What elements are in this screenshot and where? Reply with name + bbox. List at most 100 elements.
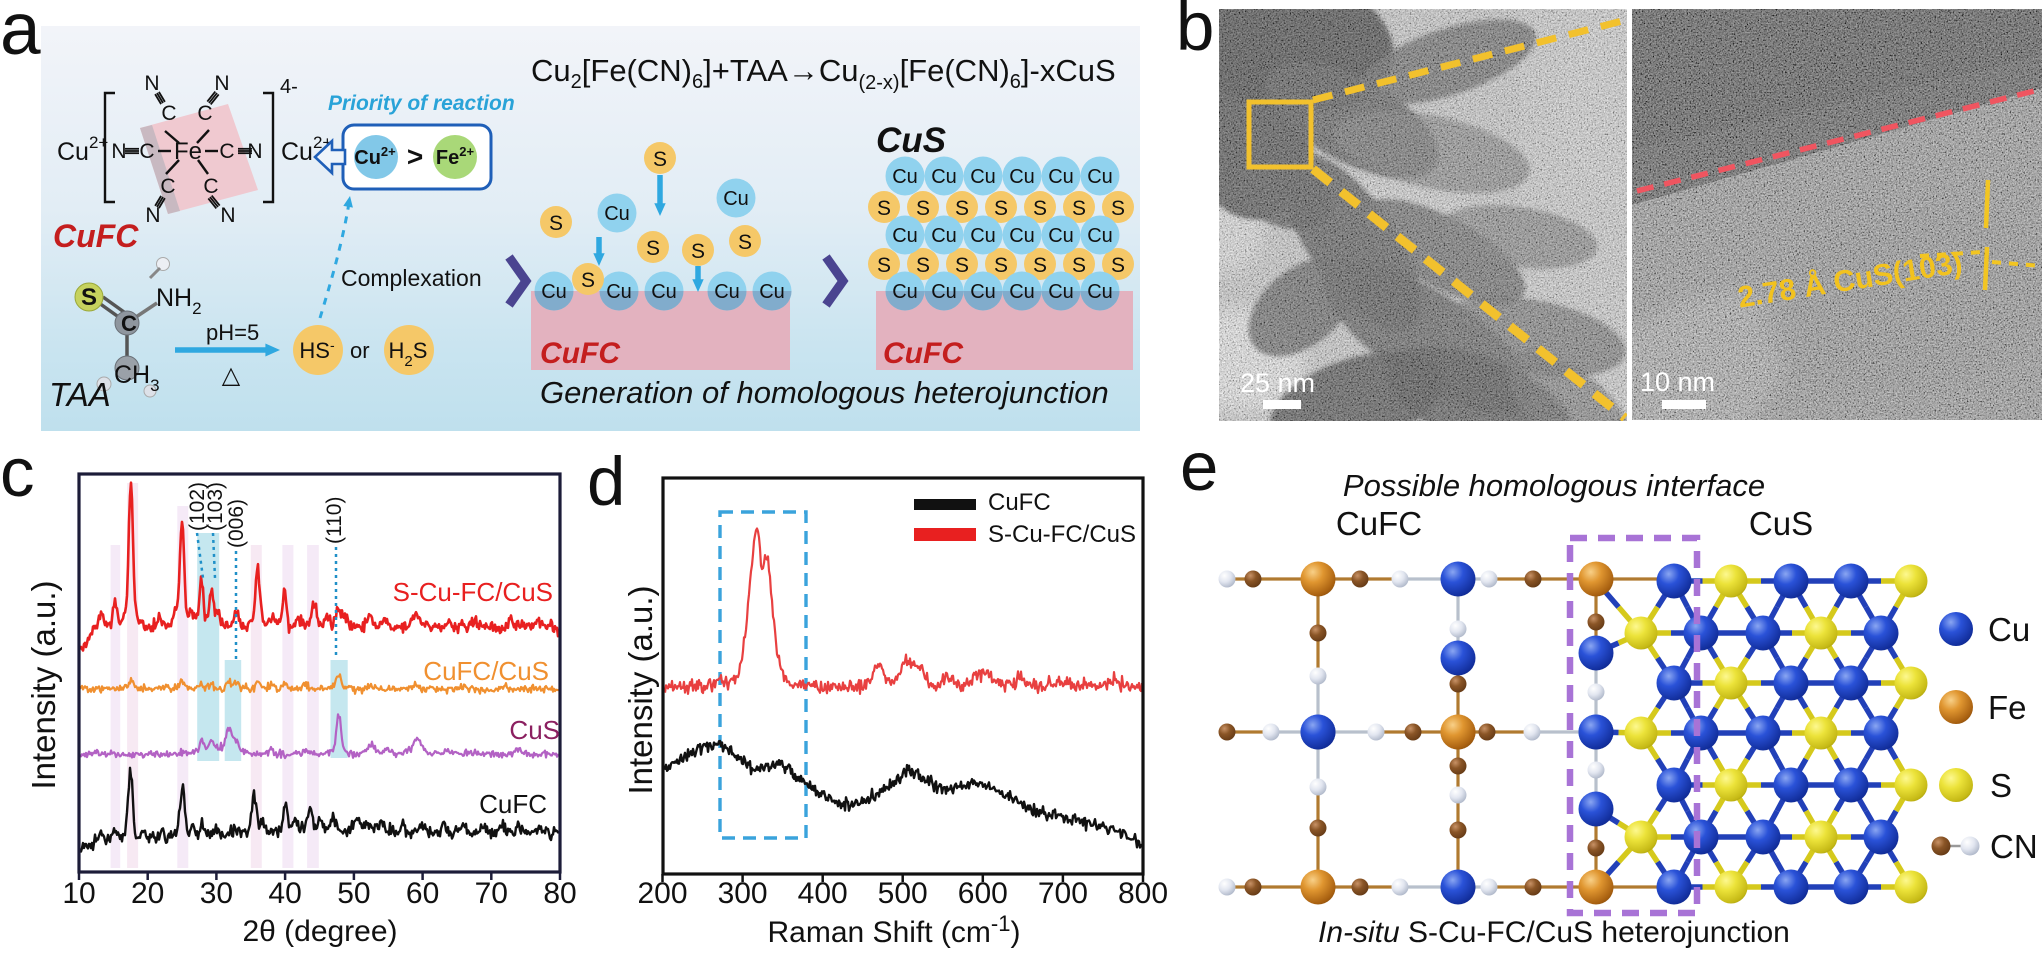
svg-text:(102): (102) bbox=[186, 482, 209, 531]
svg-text:Possible homologous interface: Possible homologous interface bbox=[1343, 468, 1765, 503]
svg-text:Priority of reaction: Priority of reaction bbox=[328, 92, 515, 115]
svg-text:Cu: Cu bbox=[970, 281, 996, 303]
svg-text:Cu: Cu bbox=[604, 203, 630, 225]
svg-text:CuFC: CuFC bbox=[1336, 505, 1422, 542]
svg-text:S: S bbox=[738, 231, 752, 254]
svg-text:Cu: Cu bbox=[931, 281, 957, 303]
svg-text:CuS: CuS bbox=[876, 121, 946, 160]
svg-text:Cu: Cu bbox=[606, 281, 632, 303]
svg-text:CuFC: CuFC bbox=[479, 789, 547, 819]
svg-text:60: 60 bbox=[406, 877, 439, 910]
svg-text:C: C bbox=[121, 311, 137, 336]
svg-text:(006): (006) bbox=[225, 499, 248, 548]
svg-text:(103): (103) bbox=[204, 482, 227, 531]
svg-text:Cu: Cu bbox=[892, 281, 918, 303]
svg-text:S: S bbox=[877, 197, 891, 220]
svg-text:CuFC: CuFC bbox=[883, 337, 964, 370]
svg-text:Cu: Cu bbox=[892, 166, 918, 188]
svg-text:N: N bbox=[111, 140, 126, 163]
svg-text:80: 80 bbox=[543, 877, 576, 910]
svg-text:Cu: Cu bbox=[723, 188, 749, 210]
svg-text:S: S bbox=[1033, 197, 1047, 220]
svg-text:Cu: Cu bbox=[1087, 166, 1113, 188]
svg-text:CuFC: CuFC bbox=[53, 218, 139, 254]
svg-text:400: 400 bbox=[798, 877, 848, 910]
svg-text:Raman Shift (cm-1): Raman Shift (cm-1) bbox=[768, 911, 1021, 949]
svg-text:10: 10 bbox=[62, 877, 95, 910]
svg-text:Cu: Cu bbox=[970, 166, 996, 188]
svg-text:Generation of homologous heter: Generation of homologous heterojunction bbox=[540, 375, 1109, 410]
svg-text:25 nm: 25 nm bbox=[1240, 368, 1315, 398]
svg-text:S: S bbox=[653, 148, 667, 171]
svg-text:Cu: Cu bbox=[892, 225, 918, 247]
svg-text:N: N bbox=[145, 204, 160, 227]
svg-text:10 nm: 10 nm bbox=[1640, 367, 1715, 397]
svg-text:200: 200 bbox=[637, 877, 687, 910]
svg-text:C: C bbox=[203, 175, 218, 198]
svg-text:300: 300 bbox=[718, 877, 768, 910]
svg-text:Cu: Cu bbox=[931, 166, 957, 188]
svg-text:50: 50 bbox=[337, 877, 370, 910]
svg-text:Cu: Cu bbox=[1087, 281, 1113, 303]
svg-text:Cu: Cu bbox=[1009, 281, 1035, 303]
svg-text:S: S bbox=[916, 254, 930, 277]
svg-text:C: C bbox=[197, 102, 212, 125]
svg-text:Cu: Cu bbox=[651, 281, 677, 303]
svg-text:CuFC: CuFC bbox=[540, 337, 621, 370]
svg-text:S: S bbox=[581, 269, 595, 292]
svg-text:Fe: Fe bbox=[1988, 689, 2027, 726]
svg-text:600: 600 bbox=[958, 877, 1008, 910]
svg-text:CuS: CuS bbox=[1749, 505, 1813, 542]
svg-text:Complexation: Complexation bbox=[341, 265, 482, 291]
svg-text:S: S bbox=[1072, 254, 1086, 277]
svg-text:Cu: Cu bbox=[1048, 166, 1074, 188]
svg-text:S: S bbox=[1990, 767, 2012, 804]
svg-text:C: C bbox=[161, 102, 176, 125]
svg-text:Intensity (a.u.): Intensity (a.u.) bbox=[25, 580, 62, 789]
svg-text:N: N bbox=[247, 140, 262, 163]
svg-text:S: S bbox=[955, 254, 969, 277]
svg-text:Intensity (a.u.): Intensity (a.u.) bbox=[622, 585, 659, 794]
svg-text:N: N bbox=[214, 72, 229, 95]
svg-text:Cu: Cu bbox=[1087, 225, 1113, 247]
svg-text:C: C bbox=[160, 175, 175, 198]
svg-text:S: S bbox=[1072, 197, 1086, 220]
svg-text:S: S bbox=[646, 237, 660, 260]
svg-text:Cu: Cu bbox=[931, 225, 957, 247]
svg-text:TAA: TAA bbox=[49, 376, 111, 413]
svg-text:S: S bbox=[916, 197, 930, 220]
svg-text:Cu: Cu bbox=[1988, 611, 2030, 648]
svg-text:Cu: Cu bbox=[1009, 225, 1035, 247]
svg-text:S: S bbox=[994, 254, 1008, 277]
svg-text:CuFC/CuS: CuFC/CuS bbox=[423, 656, 549, 686]
svg-text:Cu: Cu bbox=[970, 225, 996, 247]
svg-text:70: 70 bbox=[475, 877, 508, 910]
svg-text:Fe: Fe bbox=[174, 138, 202, 165]
svg-text:20: 20 bbox=[131, 877, 164, 910]
svg-text:S-Cu-FC/CuS: S-Cu-FC/CuS bbox=[988, 521, 1136, 548]
svg-text:N: N bbox=[220, 204, 235, 227]
svg-text:2θ (degree): 2θ (degree) bbox=[242, 915, 397, 948]
svg-text:N: N bbox=[144, 72, 159, 95]
svg-text:800: 800 bbox=[1118, 877, 1168, 910]
svg-text:30: 30 bbox=[200, 877, 233, 910]
svg-text:S: S bbox=[955, 197, 969, 220]
svg-text:S: S bbox=[81, 284, 97, 311]
svg-text:Cu: Cu bbox=[759, 281, 785, 303]
svg-text:S: S bbox=[1111, 254, 1125, 277]
svg-text:pH=5: pH=5 bbox=[206, 320, 259, 345]
svg-text:Cu: Cu bbox=[1048, 281, 1074, 303]
svg-text:CuS: CuS bbox=[509, 715, 560, 745]
svg-text:CN: CN bbox=[1990, 828, 2038, 865]
svg-text:△: △ bbox=[222, 362, 241, 389]
svg-text:Cu2[Fe(CN)6]+TAA→Cu(2-x)[Fe(CN: Cu2[Fe(CN)6]+TAA→Cu(2-x)[Fe(CN)6]-xCuS bbox=[531, 53, 1116, 94]
svg-text:40: 40 bbox=[268, 877, 301, 910]
svg-text:4-: 4- bbox=[280, 76, 298, 98]
svg-text:S: S bbox=[1111, 197, 1125, 220]
svg-text:500: 500 bbox=[878, 877, 928, 910]
svg-text:or: or bbox=[350, 338, 370, 363]
svg-text:HS-: HS- bbox=[299, 337, 335, 363]
svg-text:Cu: Cu bbox=[1048, 225, 1074, 247]
svg-text:>: > bbox=[407, 141, 423, 172]
svg-text:S-Cu-FC/CuS: S-Cu-FC/CuS bbox=[393, 577, 553, 607]
